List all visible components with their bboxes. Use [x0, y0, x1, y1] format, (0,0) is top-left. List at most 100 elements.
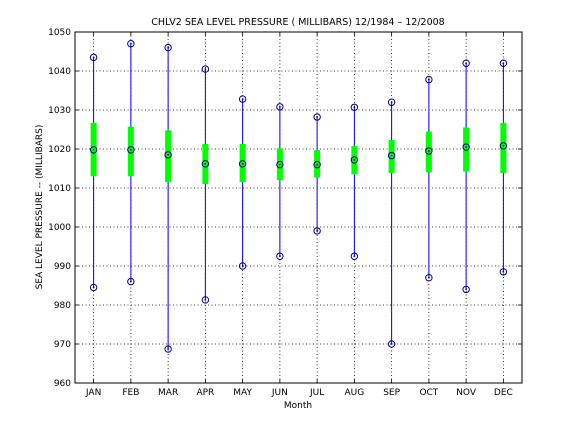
min-marker [276, 252, 284, 260]
min-marker-dot [316, 230, 319, 232]
max-marker [164, 43, 172, 52]
y-tick-label: 990 [54, 262, 71, 272]
min-marker-dot [353, 255, 356, 258]
min-marker [313, 227, 321, 235]
x-tick-label: FEB [122, 388, 139, 398]
min-marker-dot [92, 286, 95, 289]
min-marker-dot [204, 299, 207, 301]
y-tick-label: 1000 [48, 223, 71, 233]
y-tick-label: 980 [54, 301, 71, 311]
month-box-dec [499, 59, 508, 276]
x-axis-label: Month [284, 401, 312, 411]
x-tick-label: JUL [309, 388, 324, 398]
max-marker-dot [502, 62, 505, 65]
median-marker-dot [465, 146, 468, 148]
month-box-feb [127, 40, 135, 286]
month-box-jan [89, 53, 98, 292]
iqr-box [165, 130, 172, 183]
max-marker [276, 103, 284, 111]
y-tick-label: 1040 [48, 67, 71, 77]
min-marker-dot [241, 265, 244, 267]
month-box-aug [350, 103, 359, 260]
chart-title: CHLV2 SEA LEVEL PRESSURE ( MILLIBARS) 12… [151, 17, 444, 28]
median-marker [164, 151, 172, 159]
x-tick-label: JAN [85, 388, 101, 398]
min-marker [425, 274, 433, 282]
min-marker [238, 262, 247, 270]
x-tick-label: SEP [383, 388, 400, 398]
min-marker [201, 296, 210, 304]
max-marker-dot [465, 62, 468, 65]
y-tick-label: 1030 [48, 106, 71, 116]
max-marker [313, 113, 321, 121]
min-marker-dot [390, 343, 393, 345]
min-marker [350, 252, 359, 260]
min-marker [387, 340, 396, 348]
x-tick-label: MAR [158, 388, 178, 398]
month-box-apr [201, 65, 210, 304]
min-marker [462, 285, 470, 294]
median-marker [238, 160, 247, 168]
median-marker [462, 143, 470, 151]
min-marker-dot [278, 255, 281, 258]
y-tick-label: 970 [54, 340, 71, 350]
month-box-jun [276, 103, 284, 260]
iqr-box [463, 127, 470, 172]
month-box-may [238, 95, 247, 270]
median-marker-dot [316, 163, 319, 166]
median-marker-dot [502, 144, 505, 147]
y-axis-ticks: 960 970 980 990 1000 1010 1020 1030 1040 1050 [48, 28, 522, 389]
median-marker [425, 147, 433, 155]
max-marker-dot [353, 106, 356, 109]
median-marker [127, 146, 135, 154]
box-series [89, 40, 508, 353]
max-marker [201, 65, 210, 73]
iqr-box [127, 126, 134, 177]
median-marker-dot [129, 148, 132, 151]
min-marker-dot [167, 348, 170, 350]
x-tick-label: JUN [271, 388, 288, 398]
min-marker [89, 283, 98, 292]
max-marker-dot [129, 42, 132, 45]
month-box-sep [387, 98, 396, 348]
month-box-mar [164, 43, 172, 353]
y-tick-label: 960 [54, 379, 71, 389]
x-tick-label: OCT [419, 388, 438, 398]
median-marker [313, 160, 321, 169]
x-tick-label: AUG [345, 388, 365, 398]
x-axis-ticks: JAN FEB MAR APR MAY JUN JUL AUG SEP OCT NOV DEC [85, 32, 513, 398]
y-axis-label: SEA LEVEL PRESSURE -- (MILLIBARS) [35, 125, 45, 290]
max-marker [462, 59, 470, 67]
iqr-box [425, 131, 432, 173]
month-box-nov [462, 59, 470, 294]
max-marker-dot [390, 101, 393, 104]
min-marker-dot [129, 280, 132, 283]
median-marker-dot [390, 154, 393, 157]
median-marker [387, 151, 396, 160]
max-marker [238, 95, 247, 103]
x-tick-label: APR [196, 388, 214, 398]
median-marker-dot [204, 162, 207, 165]
iqr-box [388, 140, 395, 174]
max-marker [387, 98, 396, 106]
median-marker-dot [278, 163, 281, 166]
max-marker-dot [167, 46, 170, 49]
max-marker-dot [278, 105, 281, 108]
min-marker [164, 345, 172, 353]
x-tick-label: MAY [233, 388, 252, 398]
max-marker [350, 103, 359, 111]
median-marker [276, 160, 284, 169]
max-marker [499, 59, 508, 67]
max-marker-dot [241, 98, 244, 100]
median-marker-dot [241, 162, 244, 165]
median-marker-dot [427, 150, 430, 152]
min-marker [127, 277, 135, 286]
max-marker-dot [92, 56, 95, 59]
median-marker-dot [167, 153, 170, 156]
max-marker-dot [427, 78, 430, 81]
max-marker [425, 75, 433, 84]
x-tick-label: DEC [494, 388, 513, 398]
max-marker-dot [204, 68, 207, 70]
